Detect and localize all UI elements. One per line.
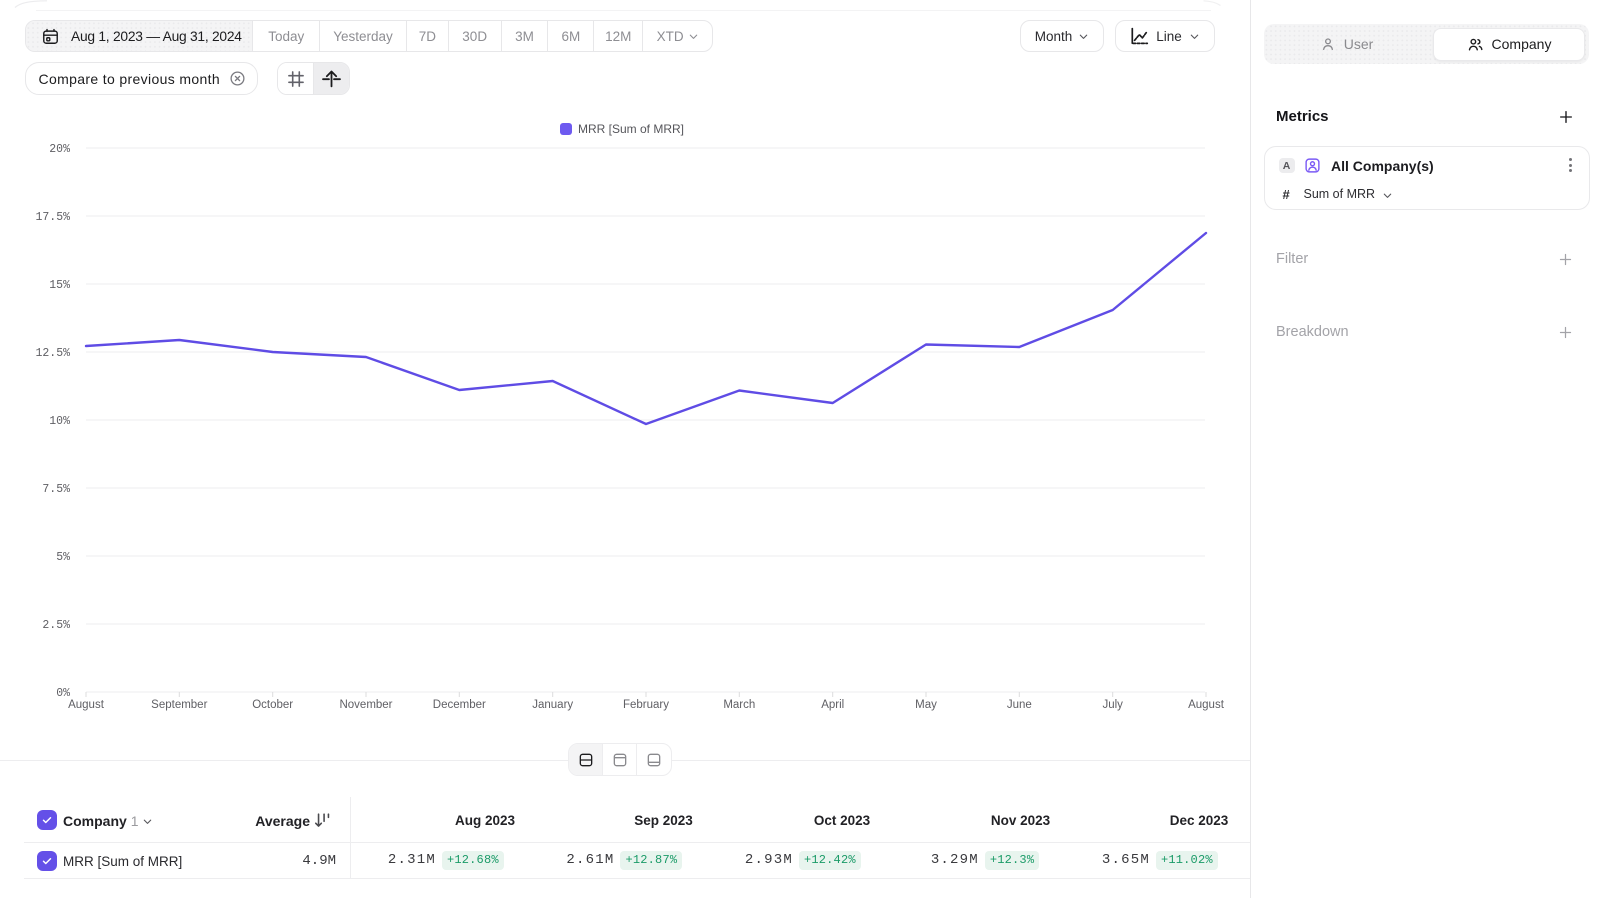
svg-text:March: March [723,699,755,711]
svg-text:June: June [1007,699,1032,711]
svg-text:January: January [532,699,573,711]
svg-text:12.5%: 12.5% [35,347,70,360]
svg-text:July: July [1102,699,1123,711]
svg-text:May: May [915,699,937,711]
svg-text:20%: 20% [49,143,70,156]
svg-text:15%: 15% [49,279,70,292]
svg-text:February: February [623,699,669,711]
svg-text:September: September [151,699,207,711]
svg-text:April: April [821,699,844,711]
svg-text:7.5%: 7.5% [42,483,70,496]
svg-text:November: November [339,699,392,711]
svg-text:2.5%: 2.5% [42,619,70,632]
svg-text:17.5%: 17.5% [35,211,70,224]
svg-text:December: December [433,699,486,711]
svg-text:August: August [1188,699,1225,711]
svg-text:0%: 0% [56,687,70,700]
svg-text:August: August [68,699,105,711]
svg-text:10%: 10% [49,415,70,428]
svg-text:October: October [252,699,293,711]
svg-text:5%: 5% [56,551,70,564]
